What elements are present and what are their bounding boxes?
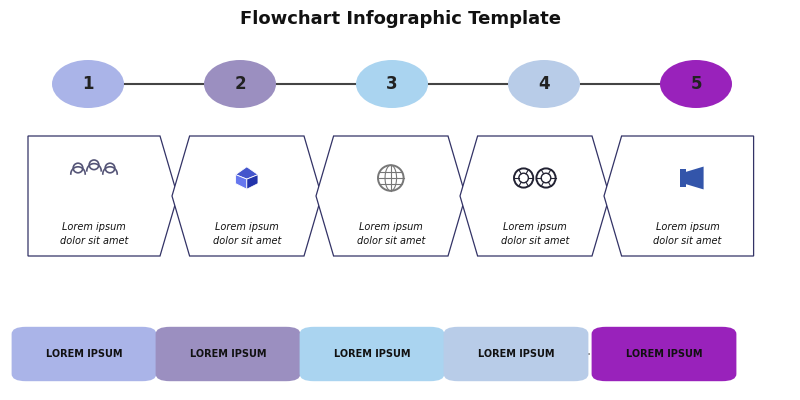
Text: Lorem ipsum
dolor sit amet: Lorem ipsum dolor sit amet	[501, 222, 569, 246]
FancyBboxPatch shape	[12, 327, 157, 381]
Polygon shape	[460, 136, 610, 256]
Text: Lorem ipsum
dolor sit amet: Lorem ipsum dolor sit amet	[60, 222, 128, 246]
Ellipse shape	[660, 60, 732, 108]
Polygon shape	[686, 166, 704, 190]
Text: LOREM IPSUM: LOREM IPSUM	[626, 349, 702, 359]
Text: Lorem ipsum
dolor sit amet: Lorem ipsum dolor sit amet	[654, 222, 722, 246]
FancyBboxPatch shape	[591, 327, 736, 381]
Text: 2: 2	[234, 75, 246, 93]
Text: Lorem ipsum
dolor sit amet: Lorem ipsum dolor sit amet	[213, 222, 281, 246]
Text: 1: 1	[82, 75, 94, 93]
FancyBboxPatch shape	[443, 327, 589, 381]
Text: LOREM IPSUM: LOREM IPSUM	[46, 349, 122, 359]
Ellipse shape	[356, 60, 428, 108]
FancyBboxPatch shape	[155, 327, 301, 381]
Ellipse shape	[52, 60, 124, 108]
Polygon shape	[680, 169, 686, 187]
Polygon shape	[235, 175, 246, 189]
Text: Lorem ipsum
dolor sit amet: Lorem ipsum dolor sit amet	[357, 222, 425, 246]
Text: 4: 4	[538, 75, 550, 93]
Ellipse shape	[204, 60, 276, 108]
Text: LOREM IPSUM: LOREM IPSUM	[190, 349, 266, 359]
Text: 3: 3	[386, 75, 398, 93]
Polygon shape	[604, 136, 754, 256]
Text: LOREM IPSUM: LOREM IPSUM	[478, 349, 554, 359]
Polygon shape	[28, 136, 178, 256]
Text: 5: 5	[690, 75, 702, 93]
Polygon shape	[172, 136, 322, 256]
Text: LOREM IPSUM: LOREM IPSUM	[334, 349, 410, 359]
Polygon shape	[316, 136, 466, 256]
Text: Flowchart Infographic Template: Flowchart Infographic Template	[239, 10, 561, 28]
Polygon shape	[235, 167, 258, 179]
Ellipse shape	[508, 60, 580, 108]
FancyBboxPatch shape	[300, 327, 445, 381]
Polygon shape	[246, 175, 258, 189]
